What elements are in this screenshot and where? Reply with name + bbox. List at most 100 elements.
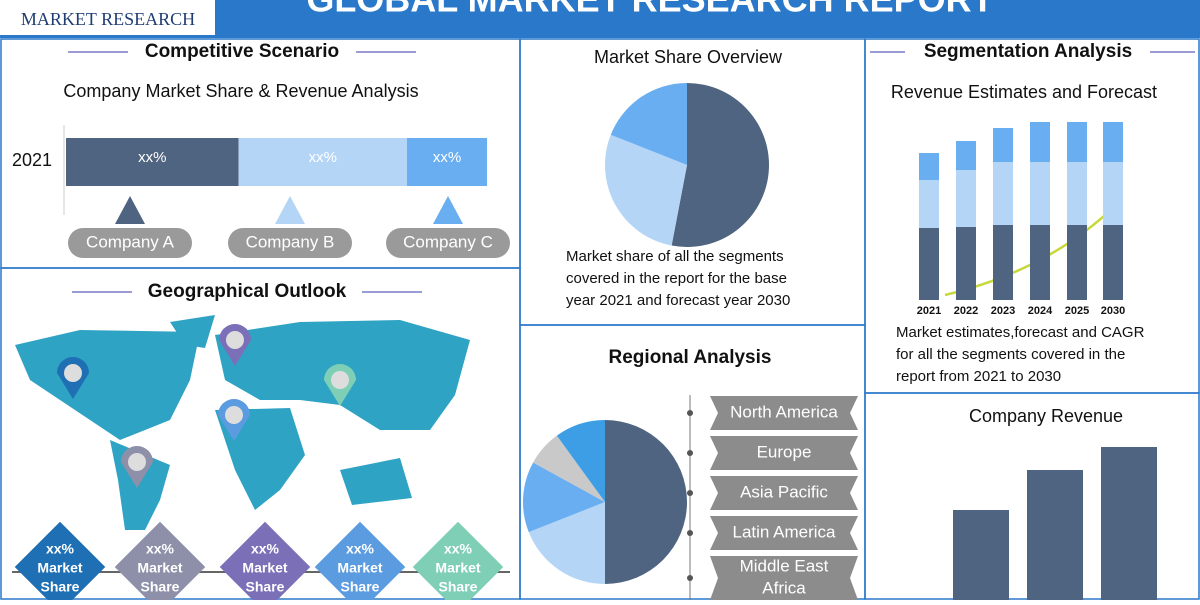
stacked-bar [956, 170, 976, 227]
stacked-bar [1030, 225, 1050, 300]
caption: for all the segments covered in the [896, 346, 1125, 363]
pie-slice [556, 420, 605, 502]
caption: covered in the report for the base [566, 270, 787, 287]
revenue-bar [953, 510, 1009, 600]
share-text: Share [341, 579, 380, 595]
share-text: Market [37, 560, 82, 576]
year-label: 2030 [1101, 305, 1125, 317]
year-label: 2021 [12, 150, 52, 170]
panel-title: Competitive Scenario [145, 41, 339, 62]
pie-slice [533, 435, 605, 502]
stacked-bar [1103, 162, 1123, 225]
stacked-bar [993, 128, 1013, 162]
stacked-bar [1030, 162, 1050, 225]
panel-title: Geographical Outlook [148, 281, 347, 302]
revenue-bar [1027, 470, 1083, 600]
region-label: Middle East [740, 556, 829, 575]
pie-slice [604, 134, 687, 246]
connector-dot [687, 410, 693, 416]
marker-triangle [115, 196, 145, 224]
connector-dot [687, 490, 693, 496]
stacked-bar [993, 162, 1013, 225]
share-segment [407, 138, 487, 186]
stacked-bar [1103, 122, 1123, 162]
region-label: Latin America [733, 522, 837, 541]
pie-slice [605, 420, 687, 584]
segment-label: xx% [309, 149, 337, 166]
stacked-bar [1067, 225, 1087, 300]
caption: Market share of all the segments [566, 248, 784, 265]
map-pin-dot [226, 331, 244, 349]
caption: Market estimates,forecast and CAGR [896, 324, 1145, 341]
caption: year 2021 and forecast year 2030 [566, 292, 790, 309]
company-label: Company B [246, 232, 335, 251]
panel-title: Company Revenue [969, 406, 1123, 426]
region-banner [710, 396, 858, 430]
region-banner [710, 516, 858, 550]
panel-title: Market Share Overview [594, 47, 783, 67]
region-label: Asia Pacific [740, 482, 828, 501]
share-text: xx% [251, 541, 280, 557]
logo-box [0, 0, 215, 35]
segment-label: xx% [433, 149, 461, 166]
title-rules [68, 51, 1195, 293]
map-pin-dot [331, 371, 349, 389]
share-segment [238, 138, 408, 186]
share-segment [66, 138, 239, 186]
share-text: xx% [346, 541, 375, 557]
map-pin-dot [64, 364, 82, 382]
region-banner [710, 436, 858, 470]
year-label: 2023 [991, 305, 1015, 317]
stacked-bar [1103, 225, 1123, 300]
company-pill [386, 228, 510, 258]
company-pill [228, 228, 352, 258]
panel-title: Regional Analysis [609, 347, 772, 368]
stacked-bar [993, 225, 1013, 300]
share-text: Share [141, 579, 180, 595]
region-label: Africa [762, 578, 806, 597]
region-banner [710, 476, 858, 510]
stacked-bar [919, 180, 939, 228]
connector-dot [687, 530, 693, 536]
stacked-bar [1030, 122, 1050, 162]
revenue-bar [1101, 447, 1157, 600]
share-text: Market [337, 560, 382, 576]
share-text: Share [246, 579, 285, 595]
stacked-bar [956, 227, 976, 300]
company-label: Company C [403, 232, 493, 251]
share-text: xx% [444, 541, 473, 557]
year-label: 2021 [917, 305, 941, 317]
logo: MARKET RESEARCH [21, 9, 195, 29]
year-label: 2025 [1065, 305, 1089, 317]
region-label: Europe [757, 442, 812, 461]
stacked-bar [919, 153, 939, 180]
share-text: Market [137, 560, 182, 576]
map-pin-dot [128, 453, 146, 471]
pie-slice [610, 83, 687, 165]
region-banner [710, 556, 858, 600]
stacked-bar [1067, 162, 1087, 225]
share-diamond [412, 521, 504, 605]
segment-label: xx% [138, 149, 166, 166]
share-text: Market [242, 560, 287, 576]
stacked-bar [1067, 122, 1087, 162]
stacked-bar [956, 141, 976, 170]
title: GLOBAL MARKET RESEARCH REPORT [306, 0, 993, 20]
company-pill [68, 228, 192, 258]
year-label: 2022 [954, 305, 978, 317]
panel-subtitle: Revenue Estimates and Forecast [891, 82, 1157, 102]
marker-triangle [433, 196, 463, 224]
panel-subtitle: Company Market Share & Revenue Analysis [63, 81, 418, 101]
connector-dot [687, 450, 693, 456]
panel-title: Segmentation Analysis [924, 41, 1132, 62]
pie-slice [528, 502, 605, 584]
company-label: Company A [86, 232, 175, 251]
share-text: Market [435, 560, 480, 576]
pie-slice [522, 462, 605, 533]
share-text: xx% [146, 541, 175, 557]
connector-dot [687, 575, 693, 581]
year-label: 2024 [1028, 305, 1053, 317]
pie-slice [671, 83, 769, 248]
share-diamond [314, 521, 406, 605]
